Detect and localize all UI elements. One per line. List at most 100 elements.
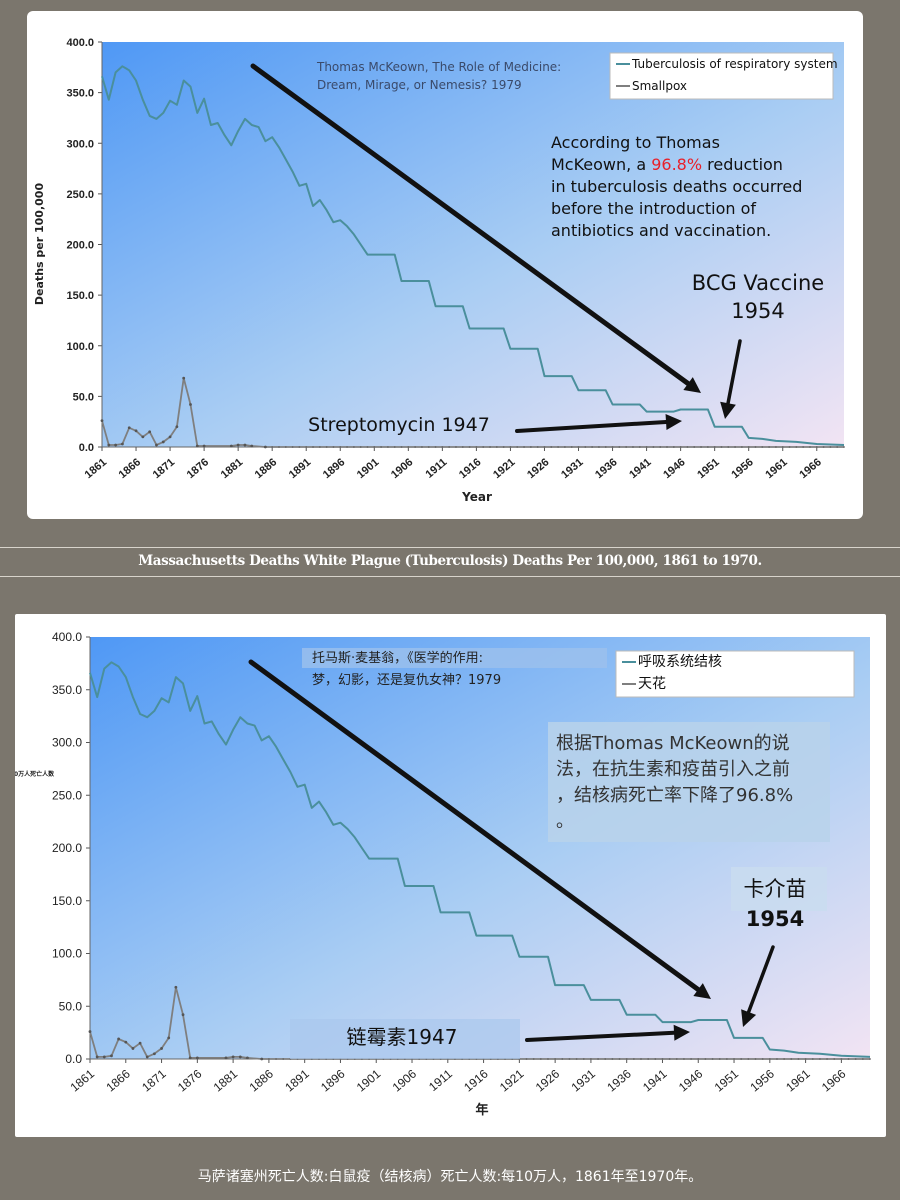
smallpox-point (448, 446, 451, 448)
smallpox-point (468, 446, 471, 448)
smallpox-point (632, 1058, 635, 1060)
smallpox-point (339, 446, 342, 448)
plot-area (102, 42, 844, 447)
smallpox-point (155, 443, 158, 447)
smallpox-point (829, 446, 832, 448)
smallpox-point (809, 446, 811, 448)
x-tick-label: 1886 (253, 456, 279, 481)
smallpox-point (284, 446, 287, 448)
mckeown-note-line: before the introduction of (551, 199, 756, 218)
x-tick-label: 1896 (318, 1066, 348, 1094)
y-tick-label: 0.0 (79, 442, 94, 454)
smallpox-point (182, 376, 186, 380)
smallpox-point (202, 444, 206, 448)
y-tick-label: 200.0 (52, 841, 82, 855)
streptomycin-highlight (290, 1019, 520, 1059)
caption-divider-top (0, 547, 900, 548)
smallpox-point (523, 446, 525, 448)
source-citation-line: 梦，幻影，还是复仇女神？1979 (312, 672, 501, 688)
x-tick-label: 1901 (355, 456, 381, 481)
x-tick-label: 1876 (185, 456, 211, 481)
smallpox-point (516, 446, 519, 448)
smallpox-point (679, 446, 682, 448)
arrow-head (741, 1009, 757, 1027)
mckeown-note-line: McKeown, a 96.8% reduction (551, 155, 783, 174)
arrow-head (673, 1024, 690, 1041)
smallpox-point (720, 446, 723, 448)
source-citation-line: Dream, Mirage, or Nemesis? 1979 (317, 78, 522, 92)
smallpox-point (672, 446, 675, 448)
y-tick-label: 200.0 (66, 240, 94, 252)
smallpox-point (110, 1054, 113, 1058)
x-tick-label: 1966 (797, 456, 823, 481)
y-tick-label: 350.0 (66, 88, 94, 100)
x-tick-label: 1946 (661, 456, 687, 481)
smallpox-point (747, 446, 750, 448)
smallpox-point (693, 446, 696, 448)
smallpox-point (238, 1055, 242, 1059)
smallpox-point (168, 435, 172, 439)
smallpox-point (611, 1058, 614, 1060)
x-tick-label: 1931 (559, 456, 585, 481)
tuberculosis-chart-chinese: 400.0 350.0 300.0 250.0 200.0 150.0 100.0 50.0 0… (15, 630, 871, 1118)
y-tick-label: 400.0 (66, 37, 94, 49)
arrow-shaft (746, 945, 775, 1014)
series-tuberculosis (89, 661, 871, 1058)
bcg-vaccine-label: 卡介苗 (744, 877, 807, 901)
smallpox-point (167, 1036, 171, 1040)
smallpox-point (591, 446, 594, 448)
plot-area (90, 637, 870, 1059)
smallpox-point (590, 1058, 592, 1060)
smallpox-point (346, 446, 348, 448)
x-tick-label: 1871 (139, 1066, 169, 1094)
y-tick-label: 400.0 (52, 630, 82, 644)
note-text: ，结核病死亡率下降了96.8% (556, 785, 793, 806)
note-highlight (548, 722, 830, 842)
smallpox-point (195, 444, 199, 448)
y-tick-label: 100.0 (66, 341, 94, 353)
x-tick-label: 1961 (783, 1066, 813, 1094)
caption-divider-bottom (0, 576, 900, 577)
legend-entry: Tuberculosis of respiratory system (631, 57, 838, 71)
note-text: 根据Thomas McKeown的说 (556, 733, 790, 754)
x-tick-label: 1956 (747, 1066, 777, 1094)
smallpox-point (706, 446, 709, 448)
smallpox-point (117, 1037, 121, 1041)
smallpox-point (725, 1058, 728, 1060)
smallpox-point (638, 446, 641, 448)
smallpox-point (713, 446, 716, 448)
x-tick-label: 1876 (175, 1066, 205, 1094)
smallpox-point (747, 1058, 750, 1060)
smallpox-point (525, 1058, 528, 1060)
smallpox-point (690, 1058, 693, 1060)
smallpox-point (380, 446, 383, 448)
x-tick-label: 1881 (211, 1066, 241, 1094)
mckeown-note-line: According to Thomas (551, 133, 720, 152)
smallpox-point (532, 1058, 535, 1060)
smallpox-point (352, 446, 355, 448)
smallpox-point (421, 446, 423, 448)
smallpox-point (625, 446, 628, 448)
smallpox-point (783, 1058, 786, 1060)
smallpox-point (312, 446, 314, 448)
smallpox-point (427, 446, 430, 448)
legend-box (615, 650, 855, 698)
x-tick-label: 1871 (151, 456, 177, 481)
smallpox-point (625, 1058, 628, 1060)
legend: Tuberculosis of respiratory system Smallp… (609, 52, 838, 100)
smallpox-point (153, 1052, 156, 1056)
smallpox-point (271, 446, 274, 448)
legend-entry: 天花 (638, 676, 666, 692)
smallpox-point (618, 446, 621, 448)
smallpox-point (683, 1058, 685, 1060)
smallpox-point (475, 446, 478, 448)
smallpox-point (189, 403, 192, 406)
y-axis-label: Deaths per 100,000 (33, 183, 46, 306)
smallpox-point (554, 1058, 557, 1060)
x-tick-label: 1931 (569, 1066, 599, 1094)
smallpox-point (640, 1058, 642, 1060)
smallpox-point (611, 446, 614, 448)
smallpox-point (495, 446, 498, 448)
smallpox-point (124, 1040, 128, 1044)
smallpox-point (121, 442, 124, 446)
